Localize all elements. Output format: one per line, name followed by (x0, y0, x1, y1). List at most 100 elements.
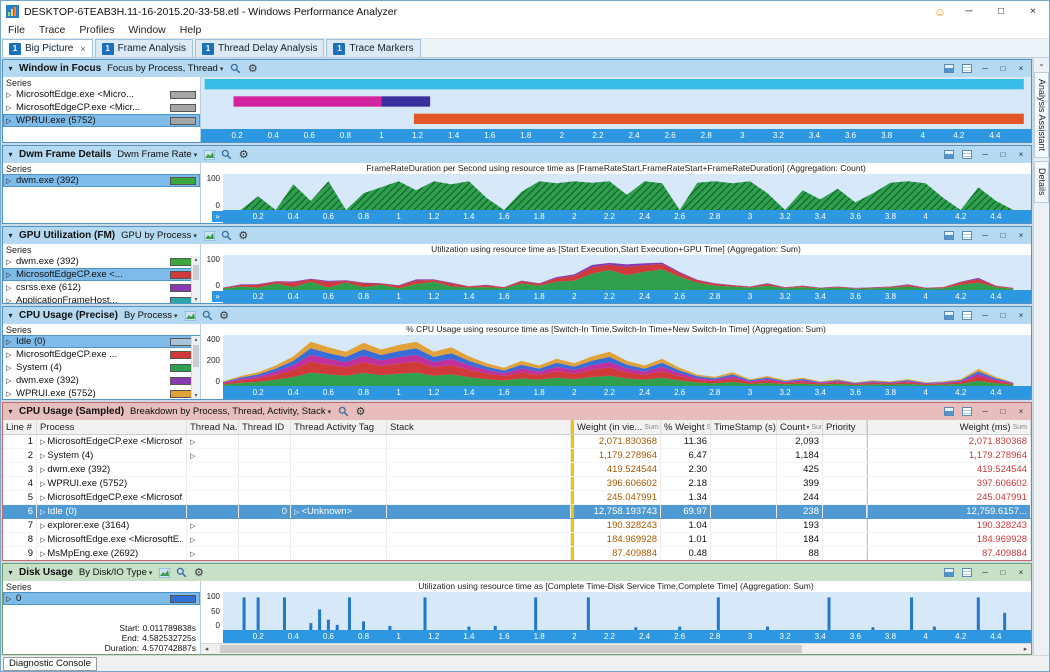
search-icon[interactable] (201, 309, 214, 322)
column-header-line[interactable]: Line # (3, 420, 37, 434)
expander-icon[interactable]: ▷ (294, 508, 300, 516)
graph-thumbnail-icon[interactable] (203, 229, 216, 242)
scroll-left-icon[interactable]: ◂ (204, 646, 209, 653)
expander-icon[interactable]: ▷ (40, 550, 46, 558)
feedback-smiley-icon[interactable]: ☺ (933, 4, 947, 19)
expander-icon[interactable]: ▷ (6, 338, 12, 346)
maximize-panel-icon[interactable]: □ (1000, 231, 1006, 240)
scroll-down-icon[interactable]: ▾ (194, 297, 198, 303)
series-item[interactable]: ▷ ApplicationFrameHost... (3, 294, 200, 303)
maximize-panel-icon[interactable]: □ (1000, 568, 1006, 577)
expand-axis-icon[interactable]: » (212, 291, 223, 302)
table-row[interactable]: 9 ▷ MsMpEng.exe (2692) ▷ 87.409884 0.48 88 87.4… (3, 547, 1031, 560)
time-axis[interactable]: 0.2 0.4 0.6 0.8 1 1.2 1.4 1.6 1.8 2 2.2 2.4 2.6 2.8 3 3… (223, 630, 1031, 643)
search-icon[interactable] (175, 566, 188, 579)
close-panel-icon[interactable]: × (1018, 568, 1024, 577)
time-axis[interactable]: 0.2 0.4 0.6 0.8 1 1.2 1.4 1.6 1.8 2 2.2 2.4 2.6 2.8 3 3… (201, 129, 1031, 142)
close-panel-icon[interactable]: × (1018, 150, 1024, 159)
gpu-utilization-chart[interactable] (223, 255, 1031, 290)
scroll-up-icon[interactable]: ▴ (194, 257, 198, 263)
expander-icon[interactable]: ▷ (190, 522, 196, 530)
graph-thumbnail-icon[interactable] (203, 148, 216, 161)
disk-usage-plot[interactable] (223, 592, 1031, 630)
gear-icon[interactable]: ⚙ (238, 230, 249, 242)
toggle-table-view-icon[interactable] (960, 566, 974, 579)
toggle-graph-view-icon[interactable] (942, 309, 956, 322)
expander-icon[interactable]: ▷ (40, 480, 46, 488)
minimize-panel-icon[interactable]: ─ (982, 568, 988, 577)
close-panel-icon[interactable]: × (1018, 64, 1024, 73)
view-preset-dropdown[interactable]: Breakdown by Process, Thread, Activity, … (128, 406, 333, 417)
series-item[interactable]: ▷ MicrosoftEdgeCP.exe <Micr... (3, 101, 200, 114)
minimize-panel-icon[interactable]: ─ (982, 150, 988, 159)
expander-icon[interactable]: ▷ (6, 595, 12, 603)
search-icon[interactable] (229, 62, 242, 75)
expander-icon[interactable]: ▷ (6, 258, 12, 266)
menu-help[interactable]: Help (179, 24, 202, 36)
maximize-panel-icon[interactable]: □ (1000, 64, 1006, 73)
table-row[interactable]: 8 ▷ MicrosoftEdge.exe <MicrosoftE... ▷ 184.9… (3, 533, 1031, 547)
tab-big-picture[interactable]: 1 Big Picture × (2, 39, 93, 57)
table-row[interactable]: 2 ▷ System (4) ▷ 1,179.278964 6.47 1,184 1,179.… (3, 449, 1031, 463)
series-item[interactable]: ▷ Idle (0) (3, 335, 200, 348)
expander-icon[interactable]: ▷ (6, 297, 12, 304)
expander-icon[interactable]: ▷ (6, 284, 12, 292)
series-item[interactable]: ▷ dwm.exe (392) (3, 374, 200, 387)
scroll-down-icon[interactable]: ▾ (194, 393, 198, 399)
toggle-graph-view-icon[interactable] (942, 405, 956, 418)
graph-thumbnail-icon[interactable] (184, 309, 197, 322)
menu-trace[interactable]: Trace (38, 24, 66, 36)
series-scrollbar[interactable]: ▴ ▾ (191, 256, 200, 303)
toggle-table-view-icon[interactable] (960, 148, 974, 161)
toggle-graph-view-icon[interactable] (942, 566, 956, 579)
search-icon[interactable] (220, 229, 233, 242)
series-item[interactable]: ▷ MicrosoftEdge.exe <Micro... (3, 88, 200, 101)
tab-frame-analysis[interactable]: 1 Frame Analysis (94, 39, 193, 57)
view-preset-dropdown[interactable]: By Process ▾ (122, 310, 180, 321)
gear-icon[interactable]: ⚙ (219, 310, 229, 322)
frame-rate-chart[interactable] (223, 174, 1031, 210)
expander-icon[interactable]: ▷ (40, 508, 46, 516)
expander-icon[interactable]: ▷ (6, 104, 12, 112)
collapse-panel-icon[interactable]: ▾ (8, 311, 13, 320)
series-item[interactable]: ▷ MicrosoftEdgeCP.exe <... (3, 268, 200, 281)
close-panel-icon[interactable]: × (1018, 311, 1024, 320)
table-row[interactable]: 6 ▷ Idle (0) 0 ▷ <Unknown> 12,758.193743 69.97 2… (3, 505, 1031, 519)
menu-file[interactable]: File (8, 24, 25, 36)
table-row[interactable]: 1 ▷ MicrosoftEdgeCP.exe <Microsof... ▷ 2,071… (3, 435, 1031, 449)
toggle-graph-view-icon[interactable] (942, 229, 956, 242)
close-panel-icon[interactable]: × (1018, 231, 1024, 240)
expander-icon[interactable]: ▷ (40, 452, 46, 460)
expander-icon[interactable]: ▷ (6, 117, 12, 125)
expander-icon[interactable]: ▷ (40, 522, 46, 530)
disk-usage-chart[interactable] (223, 592, 1031, 630)
collapse-panel-icon[interactable]: ▾ (8, 231, 13, 240)
gear-icon[interactable]: ⚙ (238, 149, 249, 161)
graph-thumbnail-icon[interactable] (158, 566, 171, 579)
view-preset-dropdown[interactable]: Dwm Frame Rate ▾ (115, 149, 199, 160)
gear-icon[interactable]: ⚙ (355, 406, 366, 418)
series-item[interactable]: ▷ dwm.exe (392) (3, 174, 200, 187)
horizontal-scrollbar[interactable]: ◂ ▸ (201, 643, 1031, 654)
expander-icon[interactable]: ▷ (40, 536, 46, 544)
close-window-icon[interactable]: × (1030, 6, 1036, 17)
cpu-precise-plot[interactable] (223, 335, 1031, 386)
minimize-panel-icon[interactable]: ─ (982, 311, 988, 320)
search-icon[interactable] (220, 148, 233, 161)
collapse-panel-icon[interactable]: ▾ (8, 150, 13, 159)
expand-axis-icon[interactable]: » (212, 211, 223, 222)
column-header-thread_id[interactable]: Thread ID (239, 420, 291, 434)
menu-window[interactable]: Window (128, 24, 166, 36)
time-axis[interactable]: 0.2 0.4 0.6 0.8 1 1.2 1.4 1.6 1.8 2 2.2 2.4 2.6 2.8 3 3… (223, 210, 1031, 223)
maximize-panel-icon[interactable]: □ (1000, 407, 1006, 416)
frame-rate-plot[interactable] (223, 174, 1031, 210)
expander-icon[interactable]: ▷ (40, 438, 46, 446)
expander-icon[interactable]: ▷ (190, 452, 196, 460)
scroll-right-icon[interactable]: ▸ (1023, 646, 1028, 653)
time-axis[interactable]: 0.2 0.4 0.6 0.8 1 1.2 1.4 1.6 1.8 2 2.2 2.4 2.6 2.8 3 3… (223, 386, 1031, 399)
series-scrollbar[interactable]: ▴ ▾ (191, 336, 200, 399)
expander-icon[interactable]: ▷ (40, 466, 46, 474)
view-preset-dropdown[interactable]: By Disk/IO Type ▾ (77, 567, 154, 578)
table-row[interactable]: 7 ▷ explorer.exe (3164) ▷ 190.328243 1.04 193 1… (3, 519, 1031, 533)
series-item[interactable]: ▷ dwm.exe (392) (3, 255, 200, 268)
